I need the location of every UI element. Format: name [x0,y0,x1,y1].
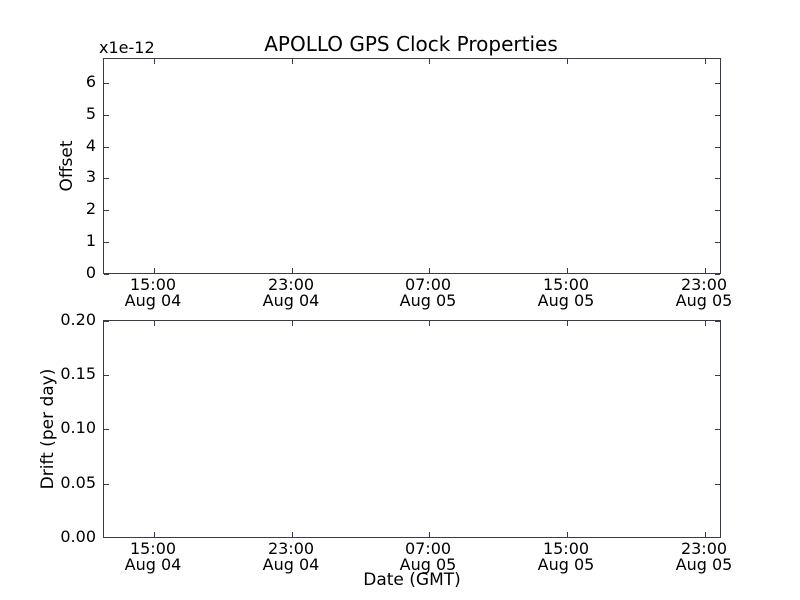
tick-mark [292,321,293,326]
xtick-time: 15:00 [542,275,590,294]
xtick-label: 23:00 Aug 04 [241,541,341,573]
drift-axis-label: Drift (per day) [38,368,58,490]
tick-mark [154,321,155,326]
tick-mark [705,268,706,273]
tick-mark [104,429,109,430]
xtick-label: 15:00 Aug 05 [516,541,616,573]
tick-mark [429,532,430,537]
tick-mark [705,532,706,537]
tick-mark [705,59,706,64]
xtick-date: Aug 05 [537,555,595,574]
xtick-label: 23:00 Aug 05 [654,277,754,309]
offset-plot-area [103,58,721,275]
tick-mark [715,210,720,211]
drift-plot-area [103,320,721,538]
tick-mark [104,115,109,116]
offset-multiplier-label: x1e-12 [99,38,155,57]
xtick-time: 15:00 [129,275,177,294]
tick-mark [292,532,293,537]
xtick-date: Aug 05 [537,291,595,310]
xtick-label: 15:00 Aug 04 [103,277,203,309]
ytick-label: 5 [85,104,96,123]
xtick-time: 07:00 [404,539,452,558]
xtick-time: 15:00 [129,539,177,558]
tick-mark [715,429,720,430]
xtick-label: 23:00 Aug 04 [241,277,341,309]
ytick-label: 0.20 [60,310,96,329]
xtick-date: Aug 05 [399,555,457,574]
ytick-label: 1 [85,231,96,250]
ytick-label: 0.15 [60,364,96,383]
tick-mark [429,59,430,64]
xtick-time: 23:00 [680,275,728,294]
tick-mark [104,484,109,485]
tick-mark [715,147,720,148]
xtick-time: 23:00 [267,539,315,558]
tick-mark [104,321,109,322]
tick-mark [715,115,720,116]
tick-mark [104,210,109,211]
ytick-label: 2 [85,199,96,218]
tick-mark [715,83,720,84]
tick-mark [104,537,109,538]
tick-mark [715,178,720,179]
xtick-label: 23:00 Aug 05 [654,541,754,573]
ytick-label: 3 [85,167,96,186]
tick-mark [429,321,430,326]
xtick-time: 23:00 [267,275,315,294]
xtick-date: Aug 05 [675,555,733,574]
chart-title: APOLLO GPS Clock Properties [264,32,558,56]
xtick-date: Aug 04 [262,555,320,574]
tick-mark [104,178,109,179]
tick-mark [154,268,155,273]
xtick-label: 15:00 Aug 05 [516,277,616,309]
ytick-label: 0 [85,263,96,282]
offset-axis-label: Offset [57,140,77,192]
xtick-label: 07:00 Aug 05 [378,277,478,309]
tick-mark [715,375,720,376]
tick-mark [104,83,109,84]
tick-mark [715,537,720,538]
xtick-time: 07:00 [404,275,452,294]
tick-mark [292,59,293,64]
xtick-time: 15:00 [542,539,590,558]
ytick-label: 0.05 [60,473,96,492]
tick-mark [154,59,155,64]
xtick-date: Aug 04 [124,555,182,574]
xtick-date: Aug 05 [399,291,457,310]
xtick-date: Aug 04 [124,291,182,310]
xtick-label: 07:00 Aug 05 [378,541,478,573]
tick-mark [104,375,109,376]
tick-mark [104,147,109,148]
xtick-time: 23:00 [680,539,728,558]
ytick-label: 6 [85,72,96,91]
x-axis-label: Date (GMT) [363,570,461,590]
tick-mark [154,532,155,537]
xtick-date: Aug 04 [262,291,320,310]
ytick-label: 4 [85,136,96,155]
tick-mark [429,268,430,273]
tick-mark [567,321,568,326]
tick-mark [715,484,720,485]
tick-mark [104,274,109,275]
tick-mark [292,268,293,273]
tick-mark [705,321,706,326]
tick-mark [715,274,720,275]
tick-mark [567,268,568,273]
ytick-label: 0.00 [60,527,96,546]
xtick-label: 15:00 Aug 04 [103,541,203,573]
tick-mark [567,532,568,537]
xtick-date: Aug 05 [675,291,733,310]
tick-mark [567,59,568,64]
ytick-label: 0.10 [60,418,96,437]
tick-mark [715,242,720,243]
tick-mark [104,242,109,243]
tick-mark [715,321,720,322]
